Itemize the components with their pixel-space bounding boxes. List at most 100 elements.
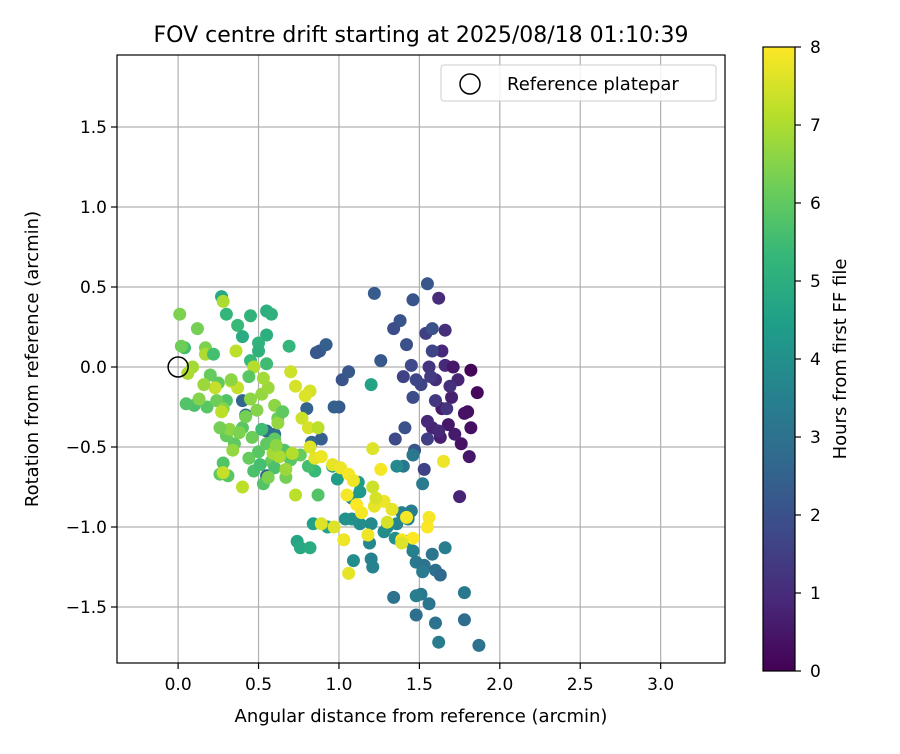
data-point — [422, 510, 436, 524]
y-tick-label: 1.5 — [80, 118, 107, 138]
data-point — [268, 461, 282, 475]
data-point — [443, 379, 457, 393]
colorbar-tick-label: 3 — [810, 428, 821, 448]
legend-marker-icon — [459, 73, 481, 95]
colorbar-tick-label: 8 — [810, 38, 821, 58]
y-tick-label: −0.5 — [66, 438, 107, 458]
data-point — [247, 360, 261, 374]
reference-marker — [167, 356, 189, 378]
data-point — [252, 344, 266, 358]
data-point — [216, 466, 230, 480]
y-tick-label: −1.0 — [66, 518, 107, 538]
data-point — [224, 373, 238, 387]
data-point — [289, 379, 303, 393]
data-point — [330, 472, 344, 486]
data-point — [261, 381, 275, 395]
data-point — [428, 394, 442, 408]
data-point — [181, 366, 195, 380]
data-point — [457, 406, 471, 420]
colorbar-tick-label: 1 — [810, 584, 821, 604]
data-point — [417, 462, 431, 476]
colorbar: 0 1 2 3 4 5 6 7 8 Hours from first FF file — [762, 38, 851, 682]
y-tick-label: −1.5 — [66, 598, 107, 618]
data-point — [406, 544, 420, 558]
data-point — [219, 307, 233, 321]
data-point — [314, 517, 328, 531]
data-point — [400, 510, 414, 524]
data-point — [295, 411, 309, 425]
data-point — [250, 403, 264, 417]
data-point — [346, 474, 360, 488]
data-point — [470, 386, 484, 400]
data-point — [260, 357, 274, 371]
plot-frame — [116, 54, 726, 664]
data-point — [253, 458, 267, 472]
data-point — [420, 414, 434, 428]
data-point — [446, 360, 460, 374]
data-point — [400, 338, 414, 352]
data-point — [435, 344, 449, 358]
data-point — [261, 470, 275, 484]
data-point — [366, 560, 380, 574]
data-point — [239, 410, 253, 424]
legend: Reference platepar — [440, 64, 717, 102]
data-point — [216, 456, 230, 470]
data-point — [174, 339, 188, 353]
x-tick-label: 1.0 — [325, 675, 352, 695]
data-point — [279, 462, 293, 476]
data-point — [242, 370, 256, 384]
data-point — [229, 344, 243, 358]
data-point — [244, 392, 258, 406]
data-point — [364, 517, 378, 531]
data-point — [464, 421, 478, 435]
data-point — [342, 365, 356, 379]
data-point — [173, 307, 187, 321]
data-point — [244, 309, 258, 323]
x-axis-ticks: 0.0 0.5 1.0 1.5 2.0 2.5 3.0 — [165, 663, 674, 695]
data-point — [416, 565, 430, 579]
data-point — [445, 390, 459, 404]
data-point — [353, 485, 367, 499]
data-point — [272, 450, 286, 464]
x-tick-label: 2.0 — [486, 675, 513, 695]
data-point — [374, 354, 388, 368]
y-tick-label: 0.5 — [80, 278, 107, 298]
data-point — [354, 506, 368, 520]
data-point — [464, 363, 478, 377]
data-point — [428, 616, 442, 630]
data-point — [425, 322, 439, 336]
data-point — [432, 635, 446, 649]
data-point — [314, 450, 328, 464]
data-point — [231, 318, 245, 332]
data-point — [300, 402, 314, 416]
data-point — [200, 400, 214, 414]
data-point — [441, 418, 455, 432]
data-point — [366, 480, 380, 494]
data-point — [216, 294, 230, 308]
data-point — [301, 421, 315, 435]
data-point — [374, 462, 388, 476]
data-point — [264, 307, 278, 321]
data-point — [432, 291, 446, 305]
data-point — [406, 293, 420, 307]
colorbar-tick-label: 6 — [810, 194, 821, 214]
x-tick-label: 0.5 — [245, 675, 272, 695]
data-point — [255, 422, 269, 436]
data-point — [406, 531, 420, 545]
grid-lines — [117, 55, 725, 663]
colorbar-tick-label: 2 — [810, 506, 821, 526]
data-point — [454, 437, 468, 451]
data-point — [380, 515, 394, 529]
data-point — [346, 554, 360, 568]
data-point — [409, 608, 423, 622]
data-point — [432, 424, 446, 438]
legend-box — [440, 64, 717, 102]
data-point — [387, 322, 401, 336]
data-point — [425, 547, 439, 561]
data-point — [387, 590, 401, 604]
x-tick-label: 3.0 — [647, 675, 674, 695]
data-point — [425, 344, 439, 358]
data-point — [366, 442, 380, 456]
data-point — [298, 389, 312, 403]
colorbar-tick-label: 5 — [810, 272, 821, 292]
